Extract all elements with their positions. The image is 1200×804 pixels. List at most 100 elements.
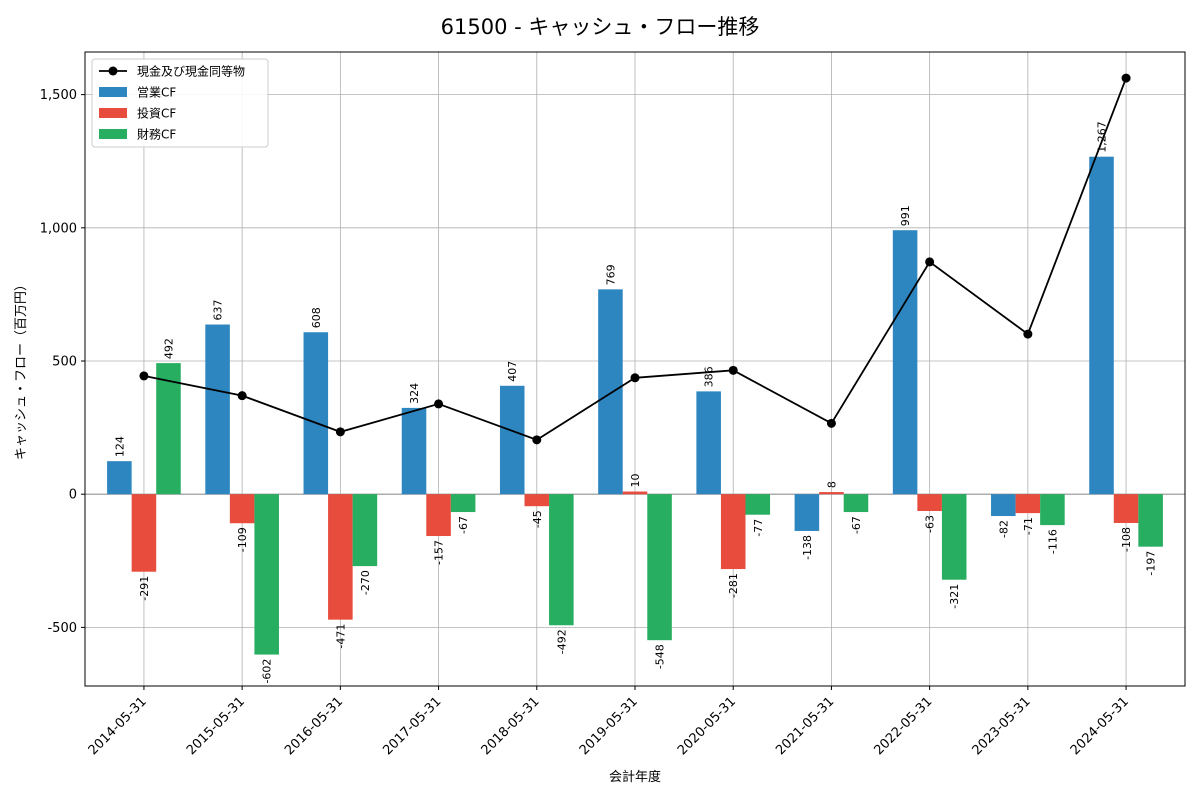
bar-value-label: -471 <box>334 624 347 649</box>
legend-box <box>91 58 269 148</box>
cash-point <box>728 365 738 375</box>
bar-value-label: 492 <box>162 338 175 359</box>
bar <box>229 494 255 524</box>
legend-label: 営業CF <box>137 86 176 100</box>
x-tick-label: 2022-05-31 <box>871 694 935 758</box>
bar-value-label: 324 <box>408 383 421 404</box>
bar <box>892 230 918 495</box>
bar <box>1089 156 1114 495</box>
bar-value-label: 769 <box>604 264 617 285</box>
y-axis: -500 0 500 1,000 1,500 <box>40 88 85 636</box>
bar-value-label: 10 <box>629 474 642 488</box>
bar <box>843 494 869 513</box>
bar <box>794 494 820 531</box>
bar <box>819 492 844 495</box>
bar-value-label: -492 <box>555 629 568 654</box>
bar <box>401 407 427 495</box>
bar <box>696 391 721 495</box>
cash-point <box>237 391 247 401</box>
bar <box>647 494 672 641</box>
bar <box>107 461 132 495</box>
bar-value-label: 1,267 <box>1096 121 1109 153</box>
bar <box>941 494 967 580</box>
bar <box>524 494 550 507</box>
y-tick-label: 1,000 <box>40 221 77 236</box>
bar <box>1040 494 1065 526</box>
cash-point <box>826 418 836 428</box>
bar-value-label: -281 <box>727 573 740 598</box>
cash-line <box>139 73 1131 445</box>
bar-value-label: -67 <box>850 516 863 534</box>
x-axis-label: 会計年度 <box>609 769 661 785</box>
bar-value-label: -138 <box>801 535 814 560</box>
bar <box>499 385 525 495</box>
legend-marker <box>108 66 118 76</box>
x-tick-label: 2016-05-31 <box>282 694 346 758</box>
chart-title: 61500 - キャッシュ・フロー推移 <box>441 15 760 39</box>
bar <box>205 324 230 495</box>
bar <box>131 494 157 572</box>
bar-value-label: -77 <box>752 519 765 537</box>
legend-label: 財務CF <box>137 127 176 142</box>
bar-value-label: 637 <box>212 300 225 321</box>
bar-value-label: -116 <box>1046 529 1059 554</box>
bar-value-label: 386 <box>703 366 716 387</box>
y-tick-label: 0 <box>69 488 77 503</box>
bar-value-label: -82 <box>997 520 1010 538</box>
y-tick-label: 500 <box>52 355 77 370</box>
bar <box>1113 494 1139 523</box>
cash-point <box>434 399 444 409</box>
bar-value-label: -71 <box>1022 517 1035 535</box>
bar <box>745 494 771 515</box>
bar-value-label: 8 <box>825 481 838 488</box>
bar <box>991 494 1016 517</box>
bar <box>549 494 574 626</box>
bar-value-label: -109 <box>236 527 249 552</box>
legend-label: 投資CF <box>137 106 176 121</box>
bar-value-label: -45 <box>531 510 544 528</box>
cash-point <box>630 373 640 383</box>
x-axis: 2014-05-31 2015-05-31 2016-05-31 2017-05-31… <box>86 686 1132 758</box>
bar-value-label: 124 <box>113 436 126 457</box>
value-labels: 124 637 608 324 407 769 386 -138 991 -82 1,267 -291… <box>113 121 1157 683</box>
cash-point <box>1121 73 1131 83</box>
legend-swatch <box>99 129 127 139</box>
bar-value-label: -321 <box>948 584 961 609</box>
legend-swatch <box>99 87 127 97</box>
legend-swatch <box>99 108 127 118</box>
bar <box>622 491 648 495</box>
bar <box>254 494 279 655</box>
bar-value-label: -270 <box>359 570 372 595</box>
x-tick-label: 2023-05-31 <box>970 694 1034 758</box>
bar <box>917 494 942 511</box>
bar <box>156 363 181 495</box>
bar-value-label: 407 <box>506 361 519 382</box>
bar <box>352 494 378 567</box>
bar <box>328 494 353 620</box>
bar-value-label: -291 <box>138 576 151 601</box>
x-tick-label: 2021-05-31 <box>773 694 837 758</box>
bar-value-label: -63 <box>924 515 937 533</box>
bar <box>426 494 451 537</box>
bar-value-label: -602 <box>261 659 274 684</box>
bar <box>598 289 623 495</box>
bar <box>1138 494 1163 547</box>
bar-value-label: 608 <box>310 307 323 328</box>
y-tick-label: -500 <box>47 621 77 636</box>
cash-point <box>1023 329 1033 339</box>
cash-point <box>925 257 935 267</box>
bar-value-label: -548 <box>654 644 667 669</box>
bar <box>720 494 746 570</box>
y-axis-label: キャッシュ・フロー（百万円） <box>14 278 29 460</box>
bars <box>107 156 1163 655</box>
x-tick-label: 2014-05-31 <box>86 694 150 758</box>
cash-point <box>139 371 149 381</box>
bar-value-label: -67 <box>457 516 470 534</box>
bar <box>303 332 329 495</box>
bar-value-label: -108 <box>1120 527 1133 552</box>
bar-value-label: -157 <box>433 540 446 565</box>
cash-point <box>335 427 345 437</box>
